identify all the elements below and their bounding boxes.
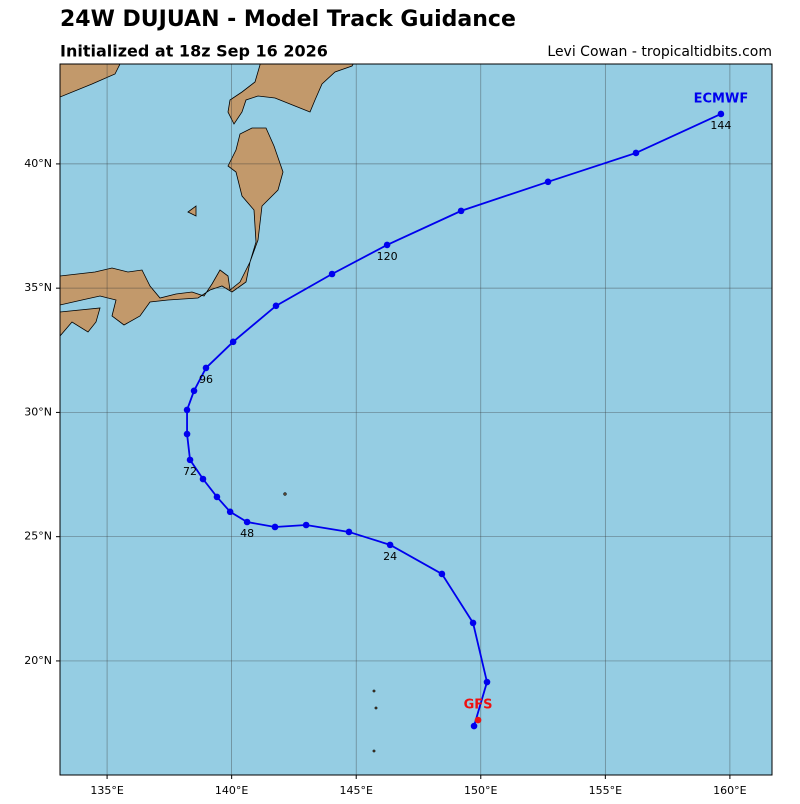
track-point xyxy=(202,364,210,372)
track-point xyxy=(632,149,640,157)
track-point xyxy=(470,722,478,730)
track-point xyxy=(483,678,491,686)
track-point xyxy=(243,518,251,526)
y-tick-label: 40°N xyxy=(24,157,52,170)
hour-label: 72 xyxy=(183,465,197,478)
frame xyxy=(59,63,773,776)
y-tick-label: 20°N xyxy=(24,654,52,667)
track-point xyxy=(383,241,391,249)
track-point xyxy=(469,619,477,627)
track-point xyxy=(199,475,207,483)
track-point xyxy=(213,493,221,501)
track-point xyxy=(544,178,552,186)
x-tick-label: 160°E xyxy=(713,784,746,797)
land xyxy=(60,64,378,753)
hour-label: 96 xyxy=(199,373,213,386)
track-point xyxy=(474,716,482,724)
y-tick-label: 35°N xyxy=(24,281,52,294)
track-point xyxy=(190,387,198,395)
model-label: ECMWF xyxy=(694,91,749,106)
ocean xyxy=(60,64,772,775)
track-point xyxy=(272,302,280,310)
track-point xyxy=(271,523,279,531)
hour-label: 48 xyxy=(240,527,254,540)
y-tick-label: 30°N xyxy=(24,405,52,418)
track-point xyxy=(328,270,336,278)
chart-title: 24W DUJUAN - Model Track Guidance xyxy=(60,7,516,32)
track-point xyxy=(302,521,310,529)
x-tick-label: 155°E xyxy=(589,784,622,797)
x-tick-label: 140°E xyxy=(215,784,248,797)
subtitle: Initialized at 18z Sep 16 2026 xyxy=(60,42,328,61)
hour-label: 120 xyxy=(377,250,398,263)
model-label: GFS xyxy=(464,698,493,713)
credit: Levi Cowan - tropicaltidbits.com xyxy=(547,44,772,60)
track-point xyxy=(183,430,191,438)
x-tick-label: 150°E xyxy=(464,784,497,797)
track-point xyxy=(226,508,234,516)
track-point xyxy=(229,338,237,346)
track-point xyxy=(717,110,725,118)
track-point xyxy=(345,528,353,536)
track-point xyxy=(386,541,394,549)
track-point xyxy=(186,456,194,464)
track-point xyxy=(438,570,446,578)
y-tick-label: 25°N xyxy=(24,530,52,543)
track-point xyxy=(183,406,191,414)
x-tick-label: 135°E xyxy=(90,784,123,797)
x-tick-label: 145°E xyxy=(339,784,372,797)
hour-label: 144 xyxy=(710,119,731,132)
track-point xyxy=(457,207,465,215)
hour-label: 24 xyxy=(383,550,397,563)
